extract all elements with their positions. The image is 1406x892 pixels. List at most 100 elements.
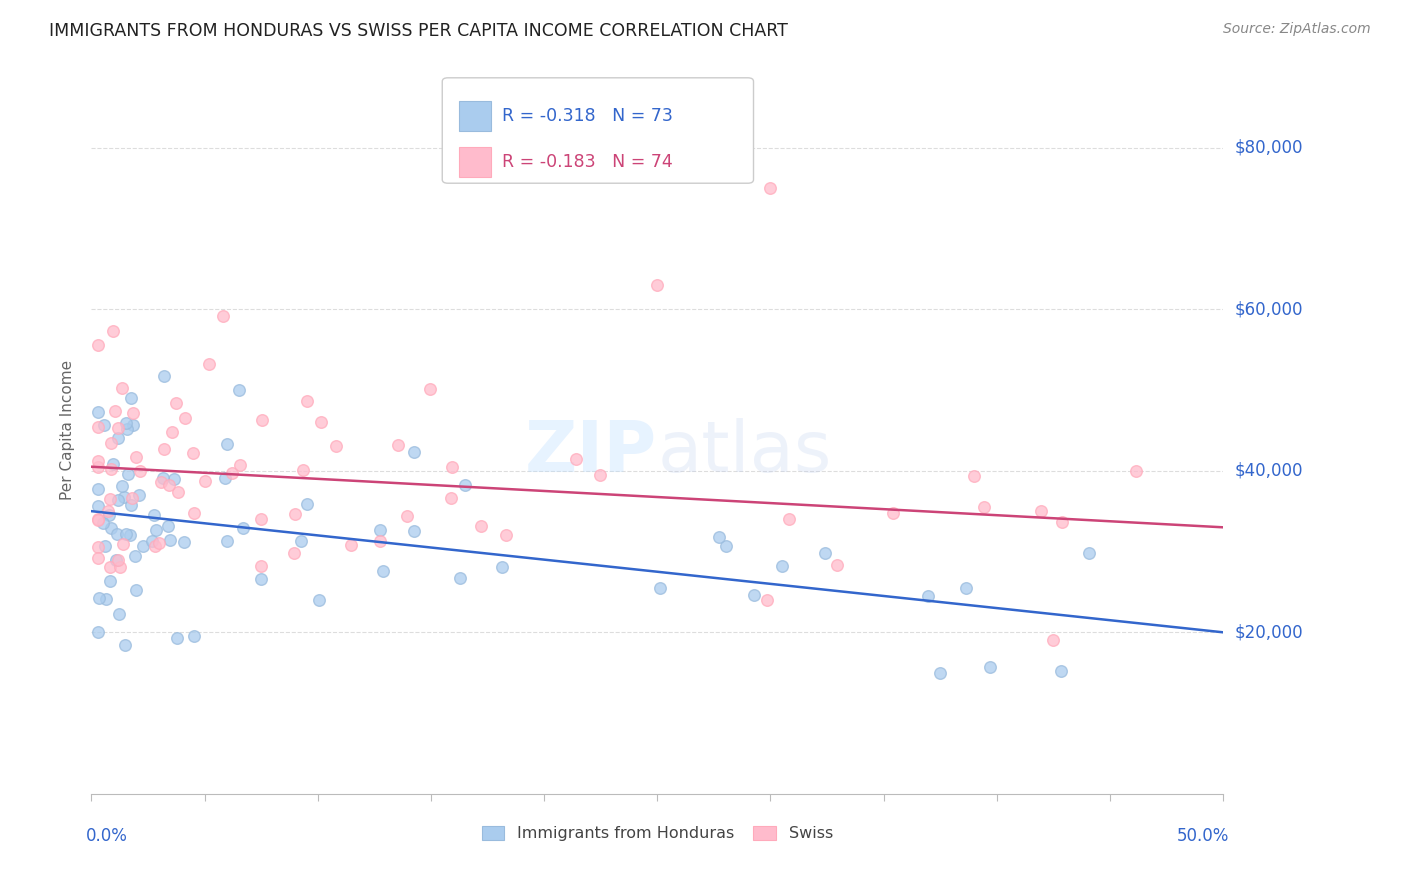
Point	[217, 533, 239, 548]
Point	[132, 540, 155, 554]
Point	[290, 534, 312, 549]
Point	[163, 472, 186, 486]
Point	[340, 538, 363, 552]
Point	[221, 466, 243, 480]
Point	[308, 592, 330, 607]
Point	[441, 460, 464, 475]
Point	[778, 511, 800, 525]
Point	[107, 421, 129, 435]
Point	[93, 417, 115, 432]
Point	[128, 488, 150, 502]
Point	[564, 452, 586, 467]
Point	[100, 491, 122, 506]
Point	[110, 381, 132, 395]
Point	[112, 490, 135, 504]
Point	[707, 530, 730, 544]
Point	[291, 463, 314, 477]
Point	[454, 478, 477, 492]
Point	[107, 607, 129, 622]
Point	[755, 593, 778, 607]
Point	[404, 445, 426, 459]
Point	[183, 629, 205, 643]
Point	[87, 512, 110, 526]
Point	[759, 181, 782, 195]
Point	[87, 551, 110, 566]
FancyBboxPatch shape	[443, 78, 754, 183]
Point	[97, 504, 120, 518]
Point	[143, 539, 166, 553]
Point	[165, 396, 187, 410]
Point	[395, 509, 418, 524]
Point	[295, 394, 318, 409]
Text: IMMIGRANTS FROM HONDURAS VS SWISS PER CAPITA INCOME CORRELATION CHART: IMMIGRANTS FROM HONDURAS VS SWISS PER CA…	[49, 22, 789, 40]
Point	[110, 559, 132, 574]
Text: R = -0.318   N = 73: R = -0.318 N = 73	[502, 107, 673, 125]
Point	[105, 553, 128, 567]
Text: Source: ZipAtlas.com: Source: ZipAtlas.com	[1223, 22, 1371, 37]
Point	[250, 559, 273, 574]
Point	[91, 516, 114, 530]
Point	[368, 534, 391, 549]
Point	[100, 521, 122, 535]
Point	[115, 422, 138, 436]
Point	[120, 499, 142, 513]
Point	[150, 475, 173, 490]
Point	[153, 369, 176, 384]
Point	[157, 478, 180, 492]
Point	[87, 405, 110, 419]
Point	[228, 383, 250, 397]
Point	[404, 524, 426, 538]
Text: ZIP: ZIP	[524, 417, 657, 487]
Point	[89, 591, 111, 605]
FancyBboxPatch shape	[460, 147, 491, 177]
Point	[112, 537, 135, 551]
Point	[160, 425, 183, 440]
Point	[118, 528, 141, 542]
Point	[742, 588, 765, 602]
Point	[1029, 504, 1052, 518]
Point	[650, 581, 672, 595]
Point	[449, 571, 471, 585]
Point	[98, 574, 121, 589]
Point	[770, 559, 793, 574]
Point	[1078, 546, 1101, 560]
Point	[100, 462, 122, 476]
Point	[100, 436, 122, 450]
Point	[309, 416, 332, 430]
Point	[153, 442, 176, 457]
Point	[145, 523, 167, 537]
Text: $40,000: $40,000	[1234, 462, 1303, 480]
Point	[107, 493, 129, 508]
Text: atlas: atlas	[657, 417, 832, 487]
Point	[107, 431, 129, 445]
Point	[122, 417, 145, 432]
Point	[325, 439, 347, 453]
Point	[229, 458, 252, 472]
Point	[1042, 632, 1064, 647]
Text: $80,000: $80,000	[1234, 138, 1303, 157]
Point	[373, 564, 395, 578]
Point	[115, 416, 138, 430]
Point	[214, 471, 236, 485]
Point	[297, 497, 319, 511]
Point	[114, 527, 136, 541]
Point	[122, 406, 145, 420]
Point	[283, 546, 305, 560]
Point	[232, 521, 254, 535]
Point	[101, 457, 124, 471]
Point	[105, 527, 128, 541]
Point	[141, 534, 163, 549]
Y-axis label: Per Capita Income: Per Capita Income	[60, 360, 76, 500]
Point	[419, 382, 441, 396]
Point	[156, 519, 179, 533]
Point	[491, 560, 513, 574]
Point	[120, 391, 142, 405]
Point	[217, 437, 239, 451]
Point	[368, 523, 391, 537]
Point	[973, 500, 995, 514]
Point	[917, 589, 939, 603]
Point	[250, 413, 273, 427]
Text: $20,000: $20,000	[1234, 624, 1303, 641]
Point	[117, 467, 139, 482]
Point	[955, 582, 977, 596]
